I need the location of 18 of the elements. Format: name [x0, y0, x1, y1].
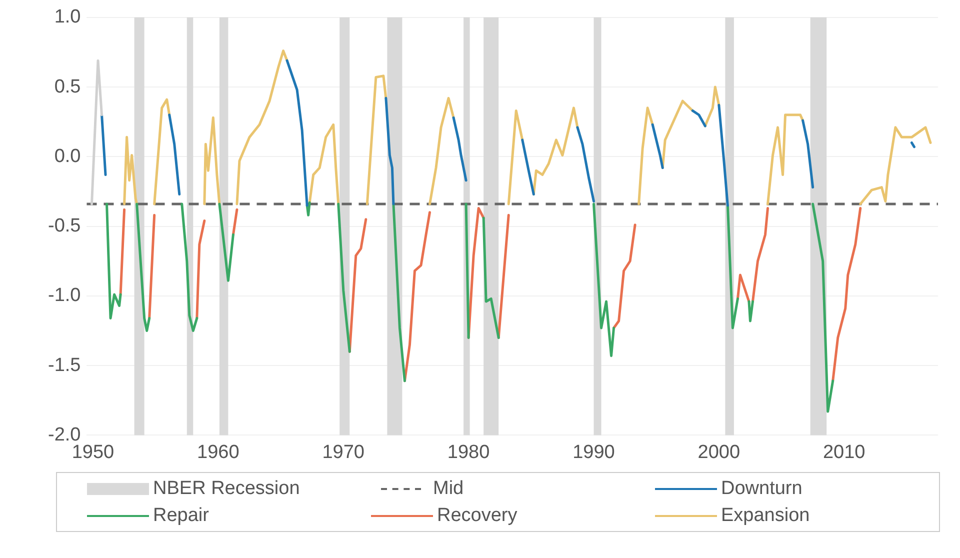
x-tick-label: 2000: [698, 442, 740, 463]
x-tick-label: 1980: [447, 442, 490, 463]
legend-label: Mid: [433, 478, 464, 500]
y-tick-label: 0.5: [54, 76, 81, 98]
x-tick-label: 1990: [572, 442, 615, 463]
legend-label: Repair: [153, 504, 209, 526]
y-tick-label: 1.0: [54, 6, 81, 28]
x-tick-label: 2010: [822, 442, 866, 463]
legend-label: Downturn: [721, 478, 802, 500]
legend-label: Recovery: [437, 504, 518, 526]
x-tick-label: 1970: [322, 442, 365, 463]
legend-label: Expansion: [721, 504, 810, 526]
y-tick-label: -1.5: [48, 354, 81, 376]
y-tick-label: -0.5: [48, 216, 81, 237]
x-tick-label: 1960: [197, 442, 240, 463]
y-tick-label: -1.0: [48, 285, 81, 306]
legend-label: NBER Recession: [153, 478, 300, 500]
y-tick-label: 0.0: [54, 146, 81, 167]
